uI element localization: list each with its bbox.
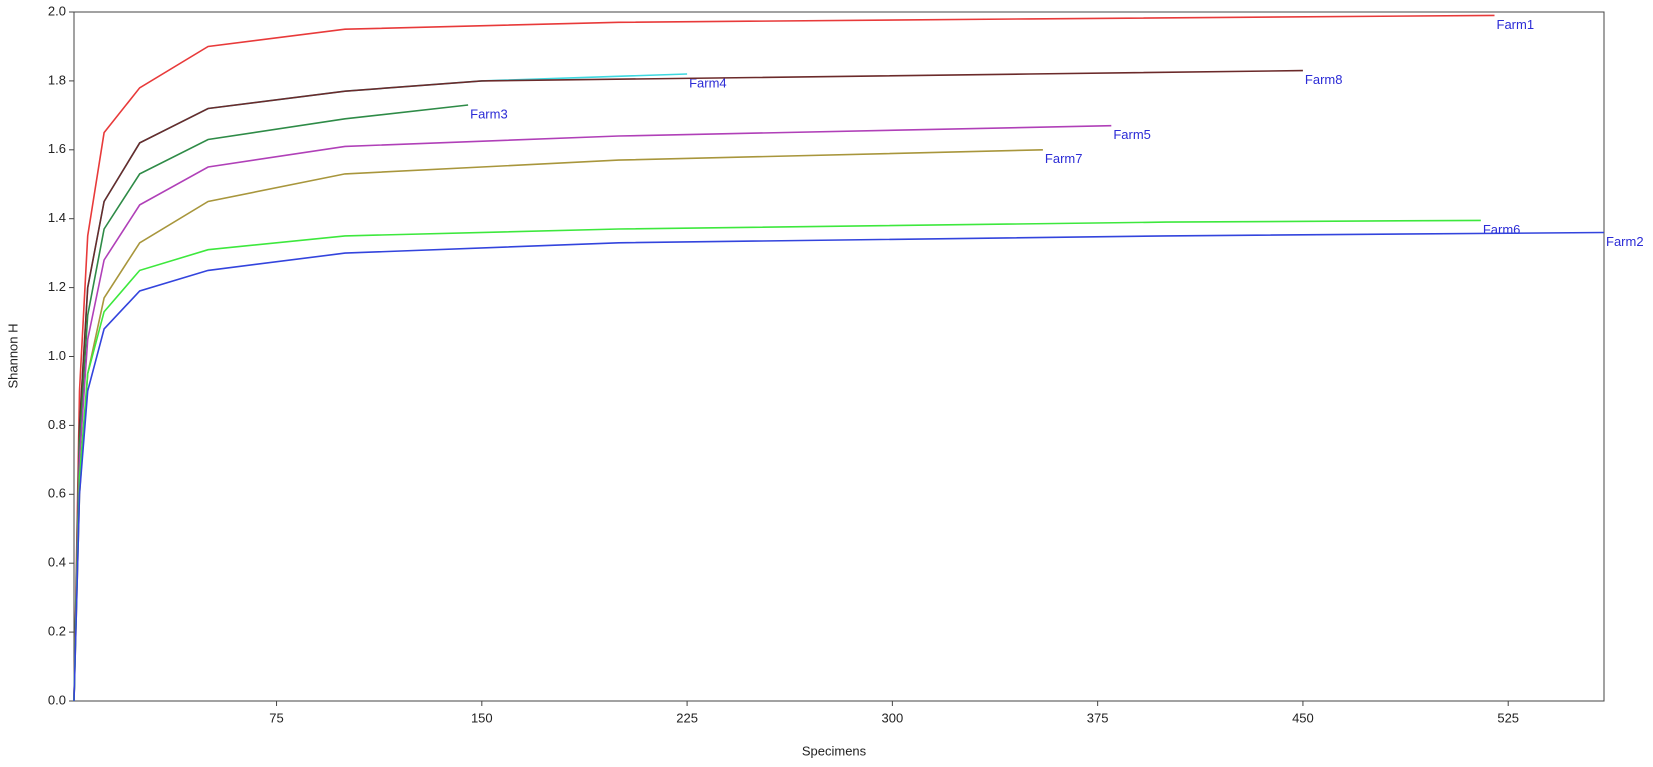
y-tick-label: 2.0	[48, 3, 66, 18]
x-tick-label: 300	[882, 710, 904, 725]
y-tick-label: 1.6	[48, 141, 66, 156]
series-label: Farm6	[1483, 222, 1521, 237]
series-line	[73, 231, 1605, 702]
y-tick-label: 0.0	[48, 692, 66, 707]
y-axis-title: Shannon H	[5, 323, 20, 388]
x-tick-label: 375	[1087, 710, 1109, 725]
series-line	[73, 69, 1303, 702]
series-line	[73, 124, 1112, 702]
plot-frame	[73, 11, 1605, 702]
x-tick-label: 150	[471, 710, 493, 725]
series-line	[73, 149, 1043, 702]
y-tick-label: 1.4	[48, 210, 66, 225]
series-label: Farm1	[1497, 17, 1535, 32]
y-tick-label: 0.2	[48, 624, 66, 639]
series-line	[73, 73, 688, 702]
y-tick-label: 0.4	[48, 555, 66, 570]
y-tick-label: 0.8	[48, 417, 66, 432]
y-tick-label: 1.0	[48, 348, 66, 363]
x-tick-label: 525	[1497, 710, 1519, 725]
series-label: Farm5	[1113, 127, 1151, 142]
series-label: Farm3	[470, 106, 508, 121]
y-tick-label: 0.6	[48, 486, 66, 501]
series-line	[73, 14, 1495, 702]
series-label: Farm7	[1045, 151, 1083, 166]
x-tick-label: 75	[269, 710, 283, 725]
y-tick-label: 1.2	[48, 279, 66, 294]
x-tick-label: 450	[1292, 710, 1314, 725]
series-line	[73, 104, 469, 702]
y-tick-label: 1.8	[48, 72, 66, 87]
x-axis-title: Specimens	[802, 743, 867, 758]
series-label: Farm8	[1305, 72, 1343, 87]
series-line	[73, 219, 1481, 702]
series-label: Farm2	[1606, 234, 1644, 249]
series-label: Farm4	[689, 75, 727, 90]
x-tick-label: 225	[676, 710, 698, 725]
